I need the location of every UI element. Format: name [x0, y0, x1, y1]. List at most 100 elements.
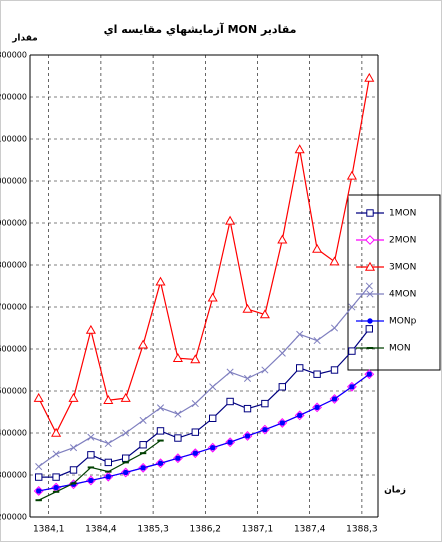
marker: [190, 354, 201, 364]
marker: [279, 420, 285, 426]
x-tick-label: 1388,3: [346, 525, 378, 535]
x-tick-label: 1385,3: [137, 525, 169, 535]
marker: [68, 392, 79, 402]
legend-label: 2MON: [389, 236, 416, 246]
legend-label: 1MON: [389, 209, 416, 219]
marker: [259, 309, 270, 319]
series-line: [38, 77, 370, 435]
marker: [156, 404, 165, 412]
marker: [69, 444, 78, 452]
chart-title: مقادير MON آزمايشهاي مقايسه اي: [104, 22, 297, 36]
marker: [261, 399, 269, 408]
marker: [277, 234, 288, 244]
marker: [104, 458, 112, 467]
marker: [51, 427, 62, 437]
marker: [226, 368, 234, 376]
marker: [348, 303, 356, 311]
marker: [262, 426, 268, 433]
marker: [365, 325, 374, 333]
y-tick-label: 500000: [0, 387, 27, 396]
legend-label: MONp: [389, 317, 417, 327]
marker: [296, 364, 304, 372]
marker: [174, 410, 182, 418]
legend-label: 3MON: [389, 263, 416, 273]
x-tick-label: 1384,1: [33, 525, 65, 535]
marker: [226, 397, 234, 406]
marker: [35, 473, 43, 481]
marker: [244, 433, 251, 439]
marker: [104, 439, 112, 448]
marker: [313, 337, 321, 345]
marker: [296, 330, 304, 338]
y-axis-label: مقدار: [11, 34, 38, 44]
marker: [122, 454, 130, 462]
marker: [329, 256, 340, 266]
marker: [52, 450, 60, 458]
marker: [367, 318, 373, 324]
marker: [364, 261, 376, 271]
marker: [242, 303, 253, 313]
marker: [243, 404, 252, 413]
marker: [210, 445, 216, 451]
marker: [297, 412, 303, 419]
marker: [366, 290, 374, 298]
marker: [261, 366, 269, 374]
y-tick-label: 1300000: [0, 51, 27, 60]
y-tick-label: 700000: [0, 303, 27, 312]
marker: [365, 235, 375, 245]
x-axis-label: زمان: [384, 486, 406, 496]
marker: [87, 433, 95, 441]
marker: [364, 72, 375, 82]
marker: [314, 404, 320, 411]
x-tick-label: 1387,4: [294, 525, 326, 535]
marker: [140, 465, 146, 471]
marker: [175, 455, 181, 461]
marker: [157, 460, 164, 466]
marker: [209, 414, 217, 423]
marker: [207, 292, 218, 302]
y-tick-label: 1000000: [0, 177, 27, 186]
marker: [227, 439, 233, 445]
marker: [312, 243, 323, 253]
marker: [33, 392, 44, 402]
series-line: [38, 440, 161, 501]
marker: [53, 484, 59, 491]
marker: [366, 209, 374, 217]
legend-label: MON: [389, 344, 411, 354]
marker: [172, 353, 183, 362]
marker: [346, 170, 357, 180]
marker: [85, 324, 96, 334]
marker: [313, 370, 321, 378]
marker: [348, 347, 356, 355]
series-line: [38, 285, 370, 468]
marker: [330, 324, 339, 332]
marker: [52, 473, 60, 481]
marker: [88, 477, 94, 484]
marker: [225, 215, 236, 225]
marker: [366, 371, 372, 377]
marker: [243, 374, 252, 382]
marker: [139, 441, 147, 449]
marker: [105, 473, 112, 480]
marker: [156, 427, 165, 435]
x-tick-label: 1384,4: [85, 525, 117, 535]
y-tick-label: 600000: [0, 345, 27, 354]
marker: [209, 383, 217, 391]
marker: [138, 339, 149, 349]
marker: [331, 396, 338, 402]
marker: [191, 400, 199, 408]
marker: [349, 384, 355, 390]
y-tick-label: 1200000: [0, 93, 27, 102]
y-tick-label: 800000: [0, 261, 27, 270]
marker: [278, 349, 286, 357]
y-tick-label: 300000: [0, 471, 27, 480]
marker: [87, 451, 95, 459]
marker: [278, 383, 287, 391]
marker: [294, 144, 305, 154]
marker: [192, 450, 199, 456]
marker: [69, 466, 78, 474]
legend-label: 4MON: [389, 290, 416, 300]
y-tick-label: 900000: [0, 219, 27, 228]
y-tick-label: 1100000: [0, 135, 27, 144]
marker: [155, 276, 166, 286]
